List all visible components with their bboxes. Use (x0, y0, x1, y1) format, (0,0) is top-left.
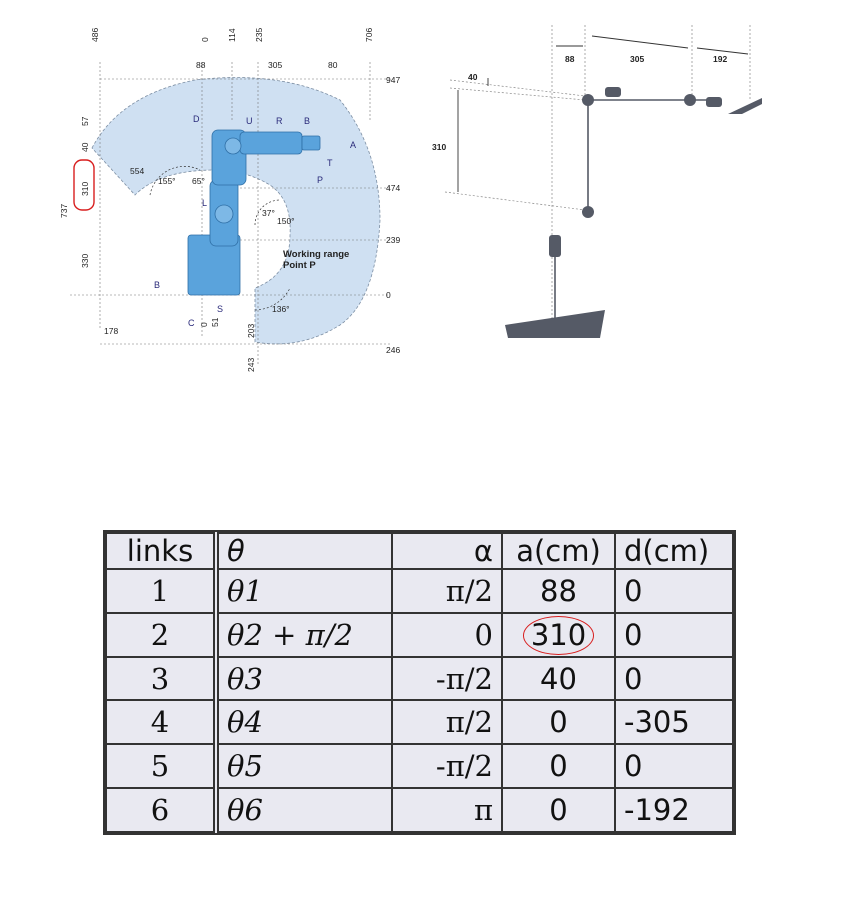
svg-text:310: 310 (432, 142, 446, 152)
robot-axis-labels: D U R B A T P L B C S (154, 114, 356, 328)
header-theta: θ (215, 532, 393, 570)
svg-text:947: 947 (386, 75, 400, 85)
highlight-310-left (73, 159, 95, 211)
svg-text:B: B (154, 280, 160, 290)
cell-link: 4 (105, 699, 219, 746)
svg-text:C: C (188, 318, 195, 328)
svg-text:0: 0 (200, 37, 210, 42)
svg-text:U: U (246, 116, 253, 126)
cell-alpha: -π/2 (391, 655, 503, 702)
svg-text:A: A (350, 140, 356, 150)
cell-d: 0 (614, 655, 734, 702)
cell-alpha: -π/2 (391, 743, 503, 790)
cell-a: 40 (501, 655, 616, 702)
svg-text:65°: 65° (192, 176, 205, 186)
cell-link: 2 (105, 611, 219, 658)
svg-text:P: P (317, 175, 323, 185)
cell-theta: θ6 (215, 787, 393, 833)
table-row: 3 θ3 -π/2 40 0 (105, 655, 734, 702)
svg-text:L: L (202, 198, 207, 208)
svg-text:51: 51 (210, 317, 220, 327)
svg-text:R: R (276, 116, 283, 126)
cell-theta: θ5 (215, 743, 393, 790)
table-row: 6 θ6 π 0 -192 (105, 787, 734, 833)
svg-text:737: 737 (59, 204, 69, 218)
cell-a: 0 (501, 743, 616, 790)
svg-text:330: 330 (80, 254, 90, 268)
working-range-label: Working range (283, 249, 349, 260)
svg-text:40: 40 (468, 72, 478, 82)
svg-text:D: D (193, 114, 200, 124)
svg-text:305: 305 (268, 60, 282, 70)
svg-text:0: 0 (199, 322, 209, 327)
cell-theta: θ4 (215, 699, 393, 746)
cell-link: 5 (105, 743, 219, 790)
svg-text:486: 486 (90, 28, 100, 42)
table-row: 2 θ2 + π/2 0 310 0 (105, 611, 734, 658)
svg-text:150°: 150° (277, 216, 295, 226)
robot-working-range-diagram: 486 0 114 235 706 88 305 80 947 474 239 … (40, 20, 400, 380)
table-row: 1 θ1 π/2 88 0 (105, 568, 734, 614)
svg-text:310: 310 (80, 182, 90, 196)
cell-theta: θ1 (215, 568, 393, 614)
cell-alpha: 0 (391, 611, 503, 658)
svg-text:T: T (327, 158, 333, 168)
cell-a-highlighted: 310 (501, 611, 616, 658)
cell-link: 6 (105, 787, 219, 833)
svg-text:88: 88 (565, 54, 575, 64)
svg-text:192: 192 (713, 54, 727, 64)
svg-text:B: B (304, 116, 310, 126)
svg-text:155°: 155° (158, 176, 176, 186)
kinematic-sketch: 88 305 192 40 310 (420, 20, 820, 380)
svg-text:235: 235 (254, 28, 264, 42)
cell-alpha: π/2 (391, 699, 503, 746)
header-a: a(cm) (501, 532, 616, 570)
svg-text:706: 706 (364, 28, 374, 42)
cell-alpha: π (391, 787, 503, 833)
svg-text:136°: 136° (272, 304, 290, 314)
robot-arm (187, 129, 321, 296)
table-header-row: links θ α a(cm) d(cm) (105, 532, 734, 570)
svg-text:0: 0 (386, 290, 391, 300)
sketch-joints (505, 87, 762, 338)
cell-theta: θ2 + π/2 (215, 611, 393, 658)
table-row: 5 θ5 -π/2 0 0 (105, 743, 734, 790)
svg-text:239: 239 (386, 235, 400, 245)
cell-d: 0 (614, 611, 734, 658)
svg-text:474: 474 (386, 183, 400, 193)
cell-theta: θ3 (215, 655, 393, 702)
svg-text:178: 178 (104, 326, 118, 336)
svg-text:88: 88 (196, 60, 206, 70)
highlighted-value: 310 (522, 615, 595, 655)
svg-text:37°: 37° (262, 208, 275, 218)
svg-text:80: 80 (328, 60, 338, 70)
header-alpha: α (391, 532, 503, 570)
svg-text:243: 243 (246, 358, 256, 372)
sketch-dimension-labels: 88 305 192 40 310 (432, 54, 727, 152)
cell-d: -192 (614, 787, 734, 833)
header-d: d(cm) (614, 532, 734, 570)
svg-text:305: 305 (630, 54, 644, 64)
svg-text:554: 554 (130, 166, 144, 176)
svg-text:40: 40 (80, 142, 90, 152)
table-row: 4 θ4 π/2 0 -305 (105, 699, 734, 746)
cell-d: 0 (614, 743, 734, 790)
dh-parameter-table: links θ α a(cm) d(cm) 1 θ1 π/2 88 0 2 θ2… (103, 530, 736, 835)
cell-a: 0 (501, 699, 616, 746)
svg-text:114: 114 (227, 28, 237, 42)
svg-text:57: 57 (80, 116, 90, 126)
header-links: links (105, 532, 219, 570)
point-p-label: Point P (283, 260, 316, 271)
cell-link: 1 (105, 568, 219, 614)
cell-alpha: π/2 (391, 568, 503, 614)
robot-dimension-labels: 486 0 114 235 706 88 305 80 947 474 239 … (59, 28, 400, 372)
cell-link: 3 (105, 655, 219, 702)
svg-text:S: S (217, 304, 223, 314)
svg-text:203: 203 (246, 324, 256, 338)
cell-a: 88 (501, 568, 616, 614)
svg-text:246: 246 (386, 345, 400, 355)
cell-a: 0 (501, 787, 616, 833)
cell-d: -305 (614, 699, 734, 746)
cell-d: 0 (614, 568, 734, 614)
